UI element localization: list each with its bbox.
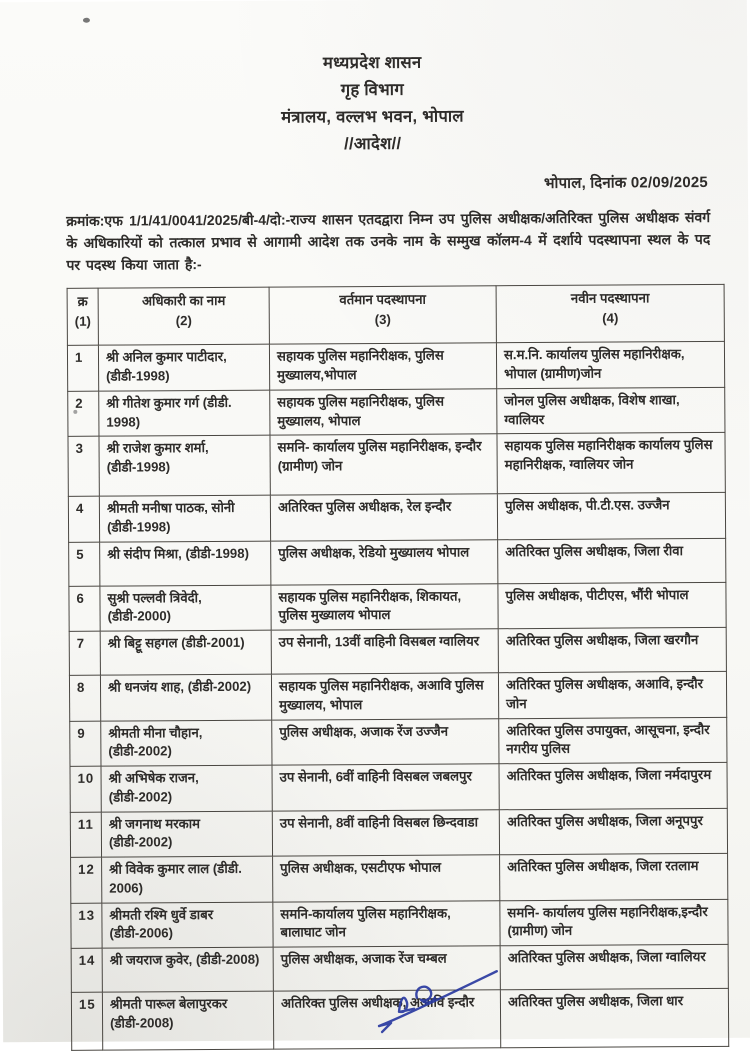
serial-cell: 4	[68, 496, 100, 543]
new-posting-cell: अतिरिक्त पुलिस अधीक्षक, जिला खरगौन	[498, 627, 727, 673]
current-posting-cell: पुलिस अधीक्षक, अजाक रेंज उज्जैन	[271, 718, 499, 766]
serial-cell: 5	[68, 541, 100, 587]
serial-cell: 9	[69, 720, 101, 767]
table-row: 8 श्री धनजंय शाह, (डीडी-2002) सहायक पुलिस …	[69, 671, 727, 722]
signature-hook-stroke	[377, 1021, 393, 1034]
table-row: 2 श्री गीतेश कुमार गर्ग (डीडी. 1998) सहायक…	[67, 387, 725, 437]
officer-name-cell: श्रीमती पारूल बेलापुरकर (डीडी-2008)	[102, 991, 274, 1051]
officer-name-cell: श्रीमती मीना चौहान, (डीडी-2002)	[100, 719, 272, 767]
table-row: 6 सुश्री पल्लवी त्रिवेदी, (डीडी-2000) सहाय…	[68, 582, 727, 632]
signature-scribble	[377, 970, 498, 1034]
new-posting-cell: सहायक पुलिस महानिरीक्षक कार्यालय पुलिस म…	[496, 432, 726, 495]
header-officer-name-num: (2)	[175, 313, 192, 329]
serial-cell: 2	[67, 390, 99, 437]
serial-cell: 13	[70, 902, 103, 949]
current-posting-cell: उप सेनानी, 6वीं वाहिनी विसबल जबलपुर	[271, 763, 500, 811]
header-serial-num: (1)	[74, 313, 91, 329]
scan-speck	[73, 409, 78, 414]
officer-name-cell: श्री बिट्टू सहगल (डीडी-2001)	[100, 630, 272, 676]
officer-name-cell: श्रीमती मनीषा पाठक, सोनी (डीडी-1998)	[99, 495, 271, 542]
table-row: 12 श्री विवेक कुमार लाल (डीडी. 2006) पुलिस…	[70, 853, 728, 903]
current-posting-cell: उप सेनानी, 8वीं वाहिनी विसबल छिन्दवाडा	[272, 809, 500, 857]
current-posting-cell: पुलिस अधीक्षक, एसटीएफ भोपाल	[272, 854, 500, 902]
header-new-posting: नवीन पदस्थापना (4)	[496, 284, 725, 344]
current-posting-cell: उप सेनानी, 13वीं वाहिनी विसबल ग्वालियर	[271, 628, 499, 675]
header-new-posting-label: नवीन पदस्थापना	[570, 290, 650, 307]
serial-cell: 11	[70, 811, 102, 858]
current-posting-cell: सहायक पुलिस महानिरीक्षक, पुलिस मुख्यालय,…	[269, 343, 497, 390]
scan-speck	[82, 17, 90, 23]
transfer-table: क्र (1) अधिकारी का नाम (2) वर्तमान पदस्थ…	[67, 284, 730, 1051]
current-posting-cell: पुलिस अधीक्षक, रेडियो मुख्यालय भोपाल	[270, 539, 498, 585]
header-serial: क्र (1)	[67, 288, 99, 346]
current-posting-cell: समनि-कार्यालय पुलिस महानिरीक्षक, बालाघाट…	[272, 900, 501, 948]
order-body-text: क्रमांक:एफ 1/1/41/0041/2025/बी-4/दो:-राज…	[66, 208, 711, 274]
table-header-row: क्र (1) अधिकारी का नाम (2) वर्तमान पदस्थ…	[67, 284, 725, 346]
officer-name-cell: श्री अभिषेक राजन, (डीडी-2002)	[100, 765, 273, 812]
new-posting-cell: अतिरिक्त पुलिस अधीक्षक, जिला रतलाम	[499, 853, 728, 901]
serial-cell: 10	[70, 766, 102, 812]
table-row: 7 श्री बिट्टू सहगल (डीडी-2001) उप सेनानी, …	[69, 627, 727, 676]
officer-name-cell: श्री संदीप मिश्रा, (डीडी-1998)	[99, 540, 271, 586]
current-posting-cell: सहायक पुलिस महानिरीक्षक, पुलिस मुख्यालय,…	[269, 388, 497, 436]
order-heading: //आदेश//	[343, 134, 402, 154]
table-row: 11 श्री जगनाथ मरकाम (डीडी-2002) उप सेनानी,…	[70, 807, 728, 858]
serial-cell: 7	[69, 631, 101, 676]
document-header: मध्यप्रदेश शासन गृह विभाग मंत्रालय, वल्ल…	[0, 0, 748, 160]
serial-cell: 15	[71, 992, 103, 1051]
signature-slash-stroke	[377, 970, 498, 1028]
table-row: 13 श्रीमती रश्मि धुर्वे डाबर (डीडी-2006) स…	[70, 898, 729, 949]
new-posting-cell: पुलिस अधीक्षक, पी.टी.एस. उज्जैन	[497, 492, 726, 540]
officer-name-cell: श्री अनिल कुमार पाटीदार, (डीडी-1998)	[98, 344, 270, 391]
signature-letter-stroke	[397, 996, 416, 1014]
serial-cell: 6	[68, 585, 101, 632]
new-posting-cell: अतिरिक्त पुलिस अधीक्षक, अआवि, इन्दौर जोन	[498, 671, 727, 719]
new-posting-cell: अतिरिक्त पुलिस अधीक्षक, जिला रीवा	[497, 538, 726, 584]
new-posting-cell: समनि- कार्यालय पुलिस महानिरीक्षक,इन्दौर …	[499, 898, 729, 946]
current-posting-cell: अतिरिक्त पुलिस अधीक्षक, रेल इन्दौर	[270, 494, 498, 541]
place-date-line: भोपाल, दिनांक 02/09/2025	[543, 173, 708, 192]
officer-name-cell: श्री जगनाथ मरकाम (डीडी-2002)	[101, 810, 273, 858]
header-officer-name-label: अधिकारी का नाम	[141, 293, 226, 309]
serial-cell: 3	[67, 436, 100, 497]
current-posting-cell: सहायक पुलिस महानिरीक्षक, शिकायत, पुलिस म…	[270, 583, 499, 631]
officer-name-cell: श्री गीतेश कुमार गर्ग (डीडी. 1998)	[98, 389, 270, 437]
serial-cell: 12	[70, 857, 102, 903]
header-serial-label: क्र	[77, 294, 88, 310]
table-body: 1 श्री अनिल कुमार पाटीदार, (डीडी-1998) सहा…	[67, 341, 729, 1051]
table-row: 1 श्री अनिल कुमार पाटीदार, (डीडी-1998) सहा…	[67, 341, 725, 392]
new-posting-cell: अतिरिक्त पुलिस उपायुक्त, आसूचना, इन्दौर …	[498, 717, 727, 764]
officer-name-cell: श्री विवेक कुमार लाल (डीडी. 2006)	[101, 856, 273, 903]
new-posting-cell: स.म.नि. कार्यालय पुलिस महानिरीक्षक, भोपा…	[496, 341, 725, 389]
serial-cell: 8	[69, 675, 101, 722]
table-row: 9 श्रीमती मीना चौहान, (डीडी-2002) पुलिस अध…	[69, 717, 727, 767]
serial-cell: 1	[67, 345, 99, 392]
header-current-posting: वर्तमान पदस्थापना (3)	[269, 286, 497, 345]
serial-cell: 14	[71, 948, 103, 993]
officer-name-cell: श्री जयराज कुवेर, (डीडी-2008)	[102, 947, 274, 993]
table-row: 4 श्रीमती मनीषा पाठक, सोनी (डीडी-1998) अति…	[68, 492, 726, 543]
officer-name-cell: सुश्री पल्लवी त्रिवेदी, (डीडी-2000)	[99, 584, 272, 632]
new-posting-cell: अतिरिक्त पुलिस अधीक्षक, जिला अनूपपुर	[499, 807, 728, 855]
table-row: 10 श्री अभिषेक राजन, (डीडी-2002) उप सेनानी…	[70, 762, 728, 812]
new-posting-cell: अतिरिक्त पुलिस अधीक्षक, जिला नर्मदापुरम	[498, 762, 728, 810]
header-officer-name: अधिकारी का नाम (2)	[98, 287, 270, 346]
header-current-posting-label: वर्तमान पदस्थापना	[339, 292, 426, 308]
new-posting-cell: जोनल पुलिस अधीक्षक, विशेष शाखा, ग्वालियर	[496, 387, 725, 435]
header-new-posting-num: (4)	[602, 310, 619, 326]
header-current-posting-num: (3)	[374, 311, 391, 328]
new-posting-cell: पुलिस अधीक्षक, पीटीएस, भौंरी भोपाल	[497, 582, 727, 629]
table-row: 5 श्री संदीप मिश्रा, (डीडी-1998) पुलिस अधी…	[68, 538, 726, 587]
officer-name-cell: श्री धनजंय शाह, (डीडी-2002)	[100, 674, 272, 721]
officer-name-cell: श्रीमती रश्मि धुर्वे डाबर (डीडी-2006)	[101, 901, 274, 949]
table-row: 3 श्री राजेश कुमार शर्मा, (डीडी-1998) समनि…	[67, 432, 726, 497]
current-posting-cell: सहायक पुलिस महानिरीक्षक, अआवि पुलिस मुख्…	[271, 672, 499, 720]
current-posting-cell: समनि- कार्यालय पुलिस महानिरीक्षक, इन्दौर…	[269, 434, 498, 496]
officer-name-cell: श्री राजेश कुमार शर्मा, (डीडी-1998)	[98, 435, 271, 497]
signature-loop-stroke	[415, 985, 437, 1004]
